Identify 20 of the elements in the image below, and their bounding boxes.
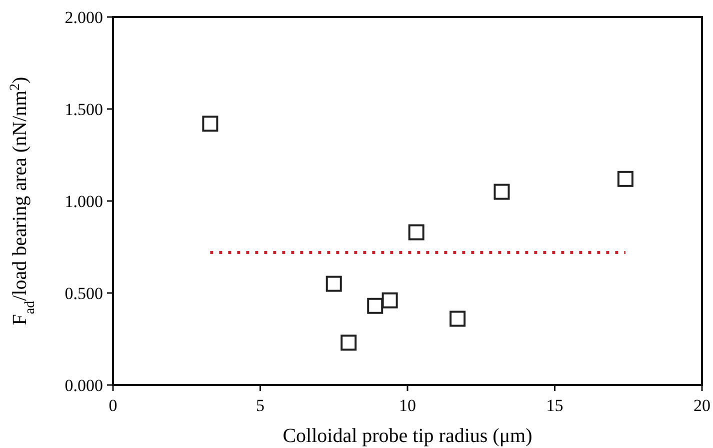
point <box>408 224 424 240</box>
point <box>202 116 218 132</box>
y-tick-label: 0.500 <box>64 284 103 303</box>
point <box>340 334 357 351</box>
point <box>450 310 466 327</box>
y-tick-label: 1.000 <box>64 192 103 211</box>
y-tick-label: 1.500 <box>64 100 103 119</box>
point <box>382 292 398 308</box>
point <box>617 170 634 187</box>
y-tick-label: 2.000 <box>64 8 103 27</box>
x-tick-label: 5 <box>256 396 264 415</box>
x-tick-label: 0 <box>108 396 118 415</box>
point <box>367 298 384 314</box>
x-tick-label: 10 <box>399 396 416 415</box>
point <box>494 184 510 200</box>
x-tick-label: 20 <box>694 396 710 415</box>
point <box>326 276 342 292</box>
x-axis-title: Colloidal probe tip radius (μm) <box>282 425 532 447</box>
y-tick-label: 0.000 <box>64 376 103 395</box>
x-tick-label: 15 <box>546 396 564 415</box>
